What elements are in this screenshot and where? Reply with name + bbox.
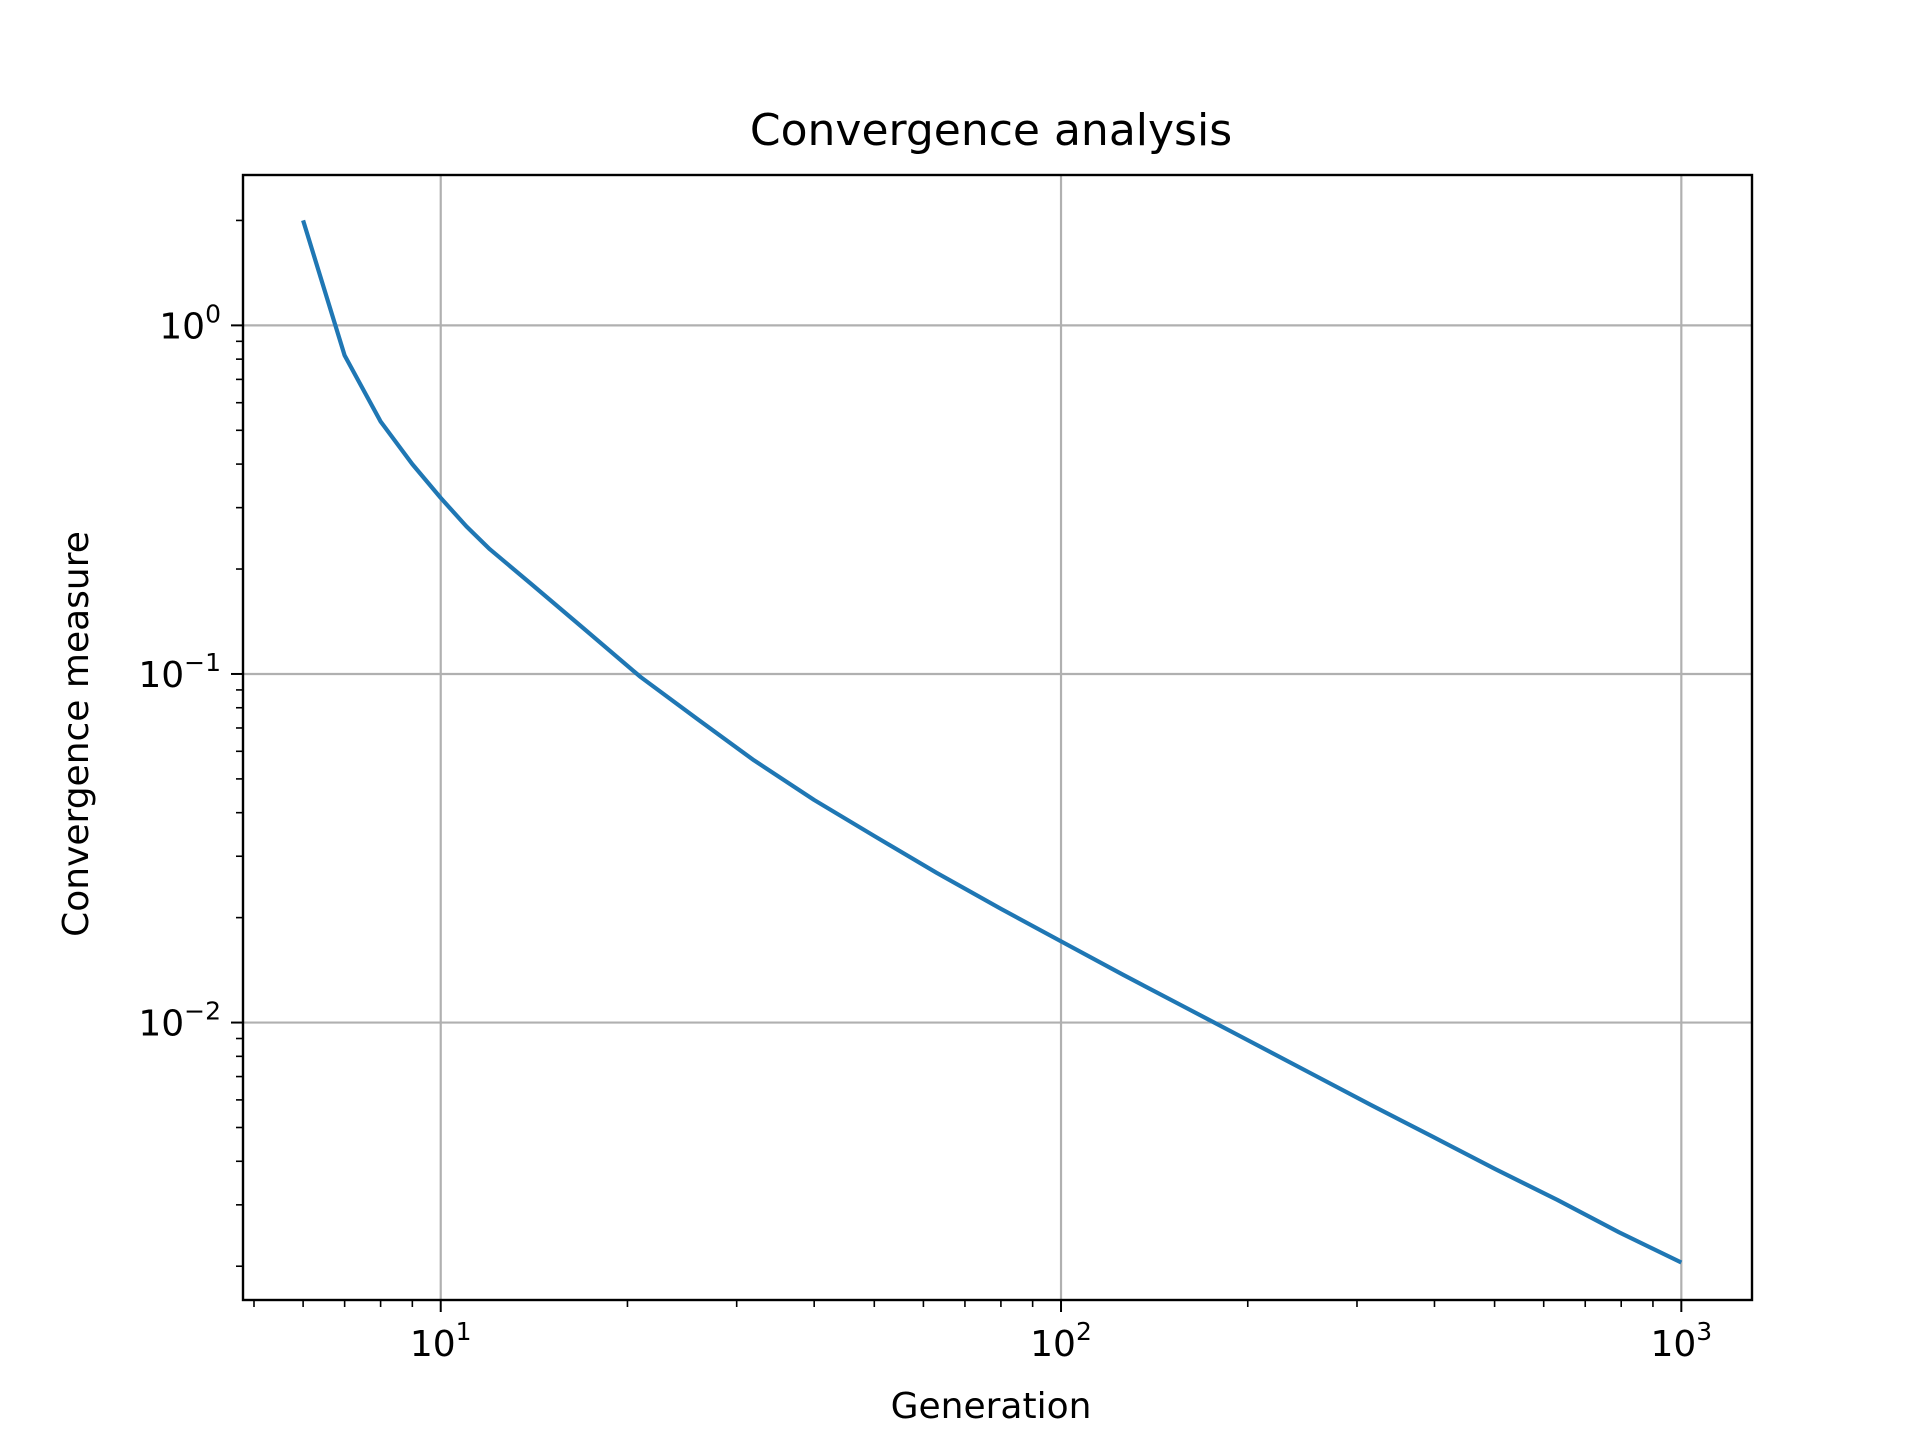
plot-area: 101 102 103 100 10−1 10−2 [138, 173, 1754, 1365]
x-tick-label: 102 [1030, 1317, 1092, 1365]
y-tick-label: 100 [159, 299, 221, 347]
chart-title: Convergence analysis [750, 105, 1232, 156]
y-axis-label: Convergence measure [56, 531, 97, 937]
x-axis-label: Generation [891, 1386, 1092, 1427]
y-tick-label: 10−2 [138, 997, 221, 1045]
axes-frame [241, 173, 1754, 1302]
x-tick-label: 103 [1650, 1317, 1712, 1365]
y-tick-label: 10−1 [138, 648, 221, 696]
x-tick-label: 101 [410, 1317, 472, 1365]
series-line-1 [301, 219, 1683, 1265]
